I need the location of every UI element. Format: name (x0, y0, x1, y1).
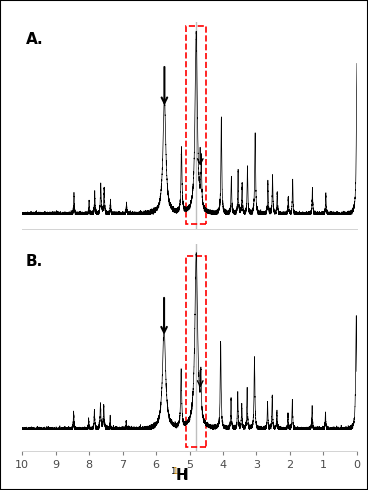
Bar (186, 256, 206, 447)
Text: $^1$: $^1$ (173, 467, 179, 480)
Bar (186, 25, 206, 223)
Text: $^1$H: $^1$H (170, 467, 187, 484)
Text: A.: A. (25, 32, 43, 48)
Text: H: H (176, 468, 188, 483)
Text: B.: B. (25, 254, 43, 269)
